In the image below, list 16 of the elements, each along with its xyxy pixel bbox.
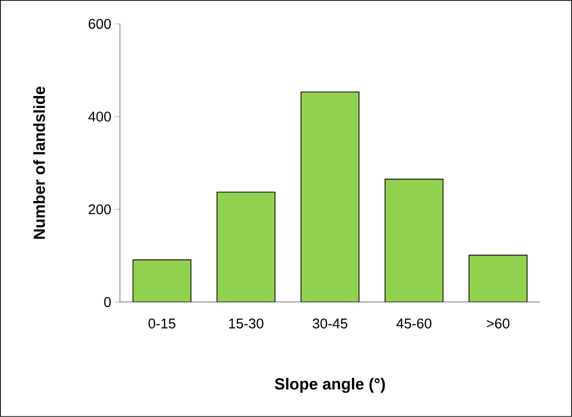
x-tick-label: 15-30 bbox=[229, 318, 264, 328]
x-tick-label: 30-45 bbox=[312, 318, 348, 328]
bar bbox=[384, 178, 444, 302]
x-tick-label: 45-60 bbox=[396, 318, 432, 328]
y-tick-label: 0 bbox=[104, 297, 111, 307]
bar bbox=[468, 254, 528, 302]
bar bbox=[300, 92, 360, 302]
x-tick-label: 0-15 bbox=[148, 318, 176, 328]
bar bbox=[216, 192, 276, 302]
y-tick-label: 200 bbox=[88, 204, 111, 214]
y-axis-title: Number of landslide bbox=[33, 86, 45, 239]
bar bbox=[132, 259, 192, 302]
y-tick-label: 400 bbox=[88, 112, 111, 122]
x-tick-label: >60 bbox=[486, 318, 510, 328]
y-tick-label: 600 bbox=[88, 18, 111, 29]
x-axis-title: Slope angle (°) bbox=[274, 378, 385, 393]
